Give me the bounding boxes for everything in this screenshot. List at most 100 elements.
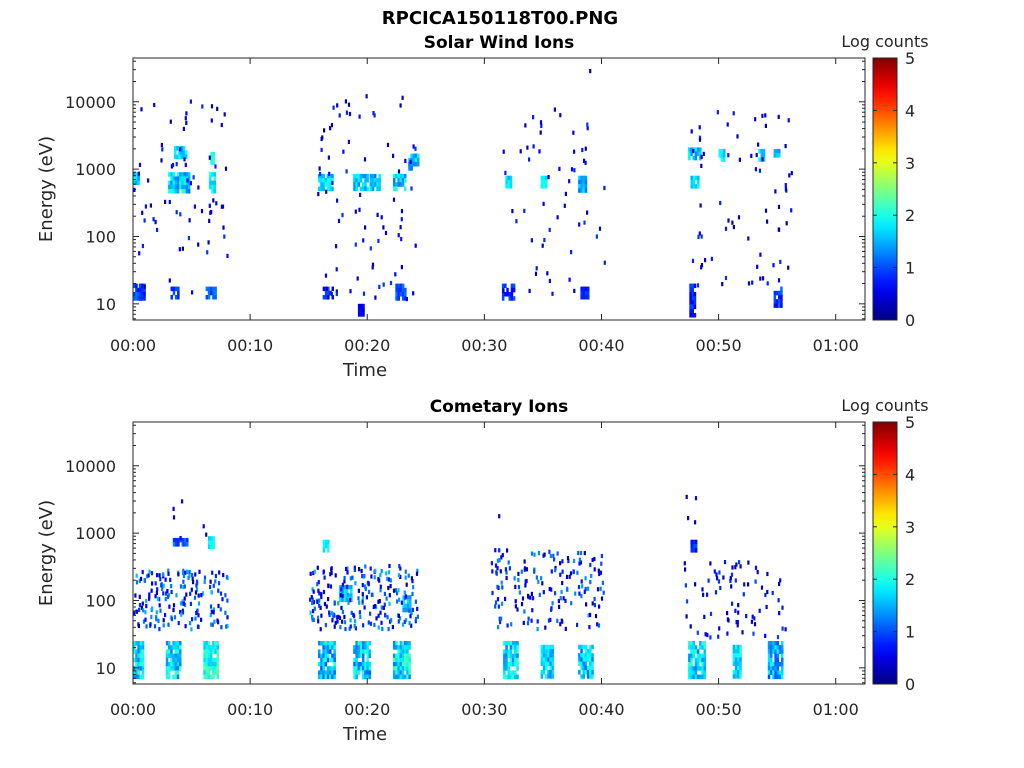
count-bin <box>759 276 762 281</box>
count-bin <box>739 649 742 654</box>
count-bin <box>364 564 367 569</box>
count-bin <box>380 215 383 220</box>
count-bin <box>504 596 507 601</box>
count-bin <box>778 295 781 300</box>
count-bin <box>174 670 178 675</box>
count-bin <box>358 207 361 212</box>
count-bin <box>397 178 400 183</box>
count-bin <box>410 153 413 159</box>
count-bin <box>135 657 138 663</box>
count-bin <box>690 670 693 675</box>
count-bin <box>403 619 406 624</box>
count-bin <box>771 590 774 596</box>
count-bin <box>353 173 356 179</box>
count-bin <box>598 604 601 609</box>
count-bin <box>172 537 176 543</box>
count-bin <box>320 182 323 187</box>
count-bin <box>153 102 156 108</box>
count-bin <box>692 149 695 154</box>
count-bin <box>589 670 592 675</box>
count-bin <box>688 147 691 152</box>
count-bin <box>764 592 767 598</box>
count-bin <box>174 150 177 155</box>
count-bin <box>694 543 698 549</box>
count-bin <box>556 551 559 556</box>
count-bin <box>179 662 182 667</box>
count-bin <box>222 225 225 230</box>
count-bin <box>593 603 596 608</box>
count-bin <box>322 569 325 574</box>
count-bin <box>212 645 215 650</box>
count-bin <box>775 303 779 308</box>
count-bin <box>139 641 143 646</box>
count-bin <box>322 670 325 675</box>
count-bin <box>696 674 700 680</box>
count-bin <box>409 614 412 619</box>
count-bin <box>395 666 398 671</box>
count-bin <box>505 179 508 185</box>
count-bin <box>371 186 375 191</box>
count-bin <box>582 644 585 650</box>
count-bin <box>214 641 217 646</box>
count-bin <box>406 657 409 663</box>
count-bin <box>354 242 357 247</box>
count-bin <box>778 227 781 232</box>
count-bin <box>523 609 526 614</box>
count-bin <box>216 645 219 650</box>
count-bin <box>214 164 217 169</box>
count-bin <box>767 666 771 671</box>
count-bin <box>212 290 215 296</box>
count-bin <box>404 158 407 163</box>
count-bin <box>402 603 405 609</box>
count-bin <box>498 514 501 519</box>
count-bin <box>551 653 555 658</box>
count-bin <box>404 186 407 191</box>
count-bin <box>207 649 211 654</box>
count-bin <box>541 581 544 586</box>
count-bin <box>141 666 145 671</box>
count-bin <box>542 649 546 654</box>
count-bin <box>715 572 718 577</box>
count-bin <box>156 587 159 592</box>
count-bin <box>767 657 771 663</box>
count-bin <box>355 649 358 654</box>
count-bin <box>369 182 373 187</box>
count-bin <box>397 613 400 618</box>
count-bin <box>401 641 405 646</box>
x-tick-label: 00:10 <box>227 336 273 355</box>
count-bin <box>347 600 350 605</box>
count-bin <box>386 615 389 620</box>
count-bin <box>597 623 601 628</box>
count-bin <box>226 623 229 629</box>
count-bin <box>181 599 184 604</box>
count-bin <box>155 615 158 620</box>
count-bin <box>404 292 407 297</box>
count-bin <box>399 641 403 646</box>
count-bin <box>780 299 783 304</box>
y-tick-label: 1000 <box>75 524 116 543</box>
count-bin <box>172 506 175 511</box>
count-bin <box>411 579 414 584</box>
count-bin <box>203 653 206 659</box>
count-bin <box>505 674 508 680</box>
count-bin <box>734 565 737 570</box>
count-bin <box>739 665 742 671</box>
count-bin <box>371 265 374 270</box>
count-bin <box>210 151 213 157</box>
count-bin <box>692 184 696 189</box>
count-bin <box>509 649 513 654</box>
count-bin <box>401 622 405 627</box>
count-bin <box>406 607 410 613</box>
count-bin <box>526 145 529 150</box>
x-tick-label: 00:20 <box>344 336 390 355</box>
count-bin <box>377 599 380 604</box>
count-bin <box>368 666 372 671</box>
count-bin <box>359 178 363 183</box>
count-bin <box>363 605 366 610</box>
count-bin <box>533 552 536 557</box>
count-bin <box>778 299 781 304</box>
count-bin <box>690 184 693 189</box>
count-bin <box>177 572 180 577</box>
count-bin <box>540 661 544 667</box>
count-bin <box>509 641 513 646</box>
